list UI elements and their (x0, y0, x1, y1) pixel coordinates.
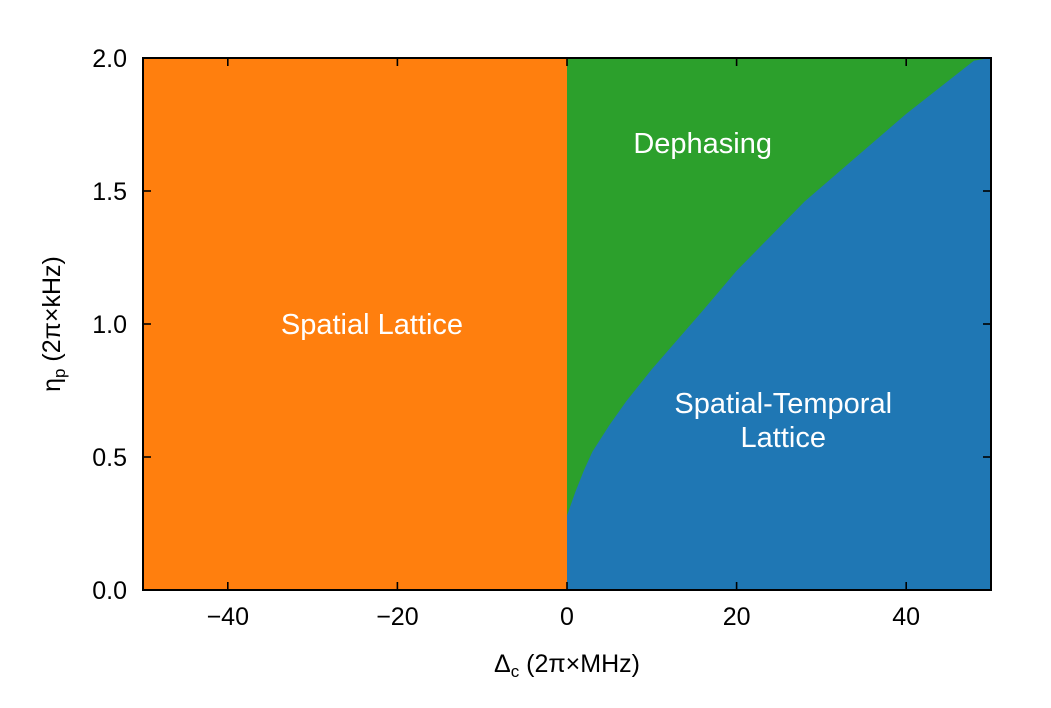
x-tick-label: 40 (892, 603, 920, 631)
region-label-dephasing: Dephasing (633, 128, 772, 160)
y-axis-label-sub: p (50, 369, 69, 378)
y-tick-label: 0.0 (92, 577, 127, 605)
x-tick-label: −40 (207, 603, 249, 631)
region-spatial-lattice (143, 58, 567, 590)
y-tick-label: 1.5 (92, 178, 127, 206)
region-label-line: Spatial Lattice (281, 309, 463, 341)
region-label-spatial-temporal-lattice: Spatial-Temporal Lattice (674, 388, 892, 454)
y-axis-label-main: η (38, 378, 66, 392)
x-axis-label-sub: c (511, 662, 520, 681)
region-label-line: Spatial-Temporal (674, 388, 892, 420)
region-labels-layer: Spatial Lattice Dephasing Spatial-Temporal… (281, 128, 892, 454)
y-tick-label: 2.0 (92, 45, 127, 73)
x-tick-label: −20 (376, 603, 418, 631)
tick-labels-layer: −40 −20 0 20 40 0.0 0.5 1.0 1.5 2.0 (92, 45, 920, 631)
ticks-layer (143, 57, 991, 591)
x-axis-label-rest: (2π×MHz) (519, 650, 640, 678)
region-label-line: Dephasing (633, 128, 772, 160)
x-tick-label: 20 (723, 603, 751, 631)
y-tick-label: 1.0 (92, 311, 127, 339)
region-label-line: Lattice (741, 422, 826, 454)
region-label-spatial-lattice: Spatial Lattice (281, 309, 463, 341)
regions-layer (143, 58, 991, 590)
region-spatial-temporal-lattice (567, 58, 991, 590)
x-axis-label: Δc (2π×MHz) (494, 650, 640, 681)
y-tick-label: 0.5 (92, 444, 127, 472)
y-axis-label: ηp (2π×kHz) (38, 256, 69, 392)
y-axis-label-rest: (2π×kHz) (38, 256, 66, 368)
x-axis-label-main: Δ (494, 650, 511, 678)
x-tick-label: 0 (560, 603, 574, 631)
